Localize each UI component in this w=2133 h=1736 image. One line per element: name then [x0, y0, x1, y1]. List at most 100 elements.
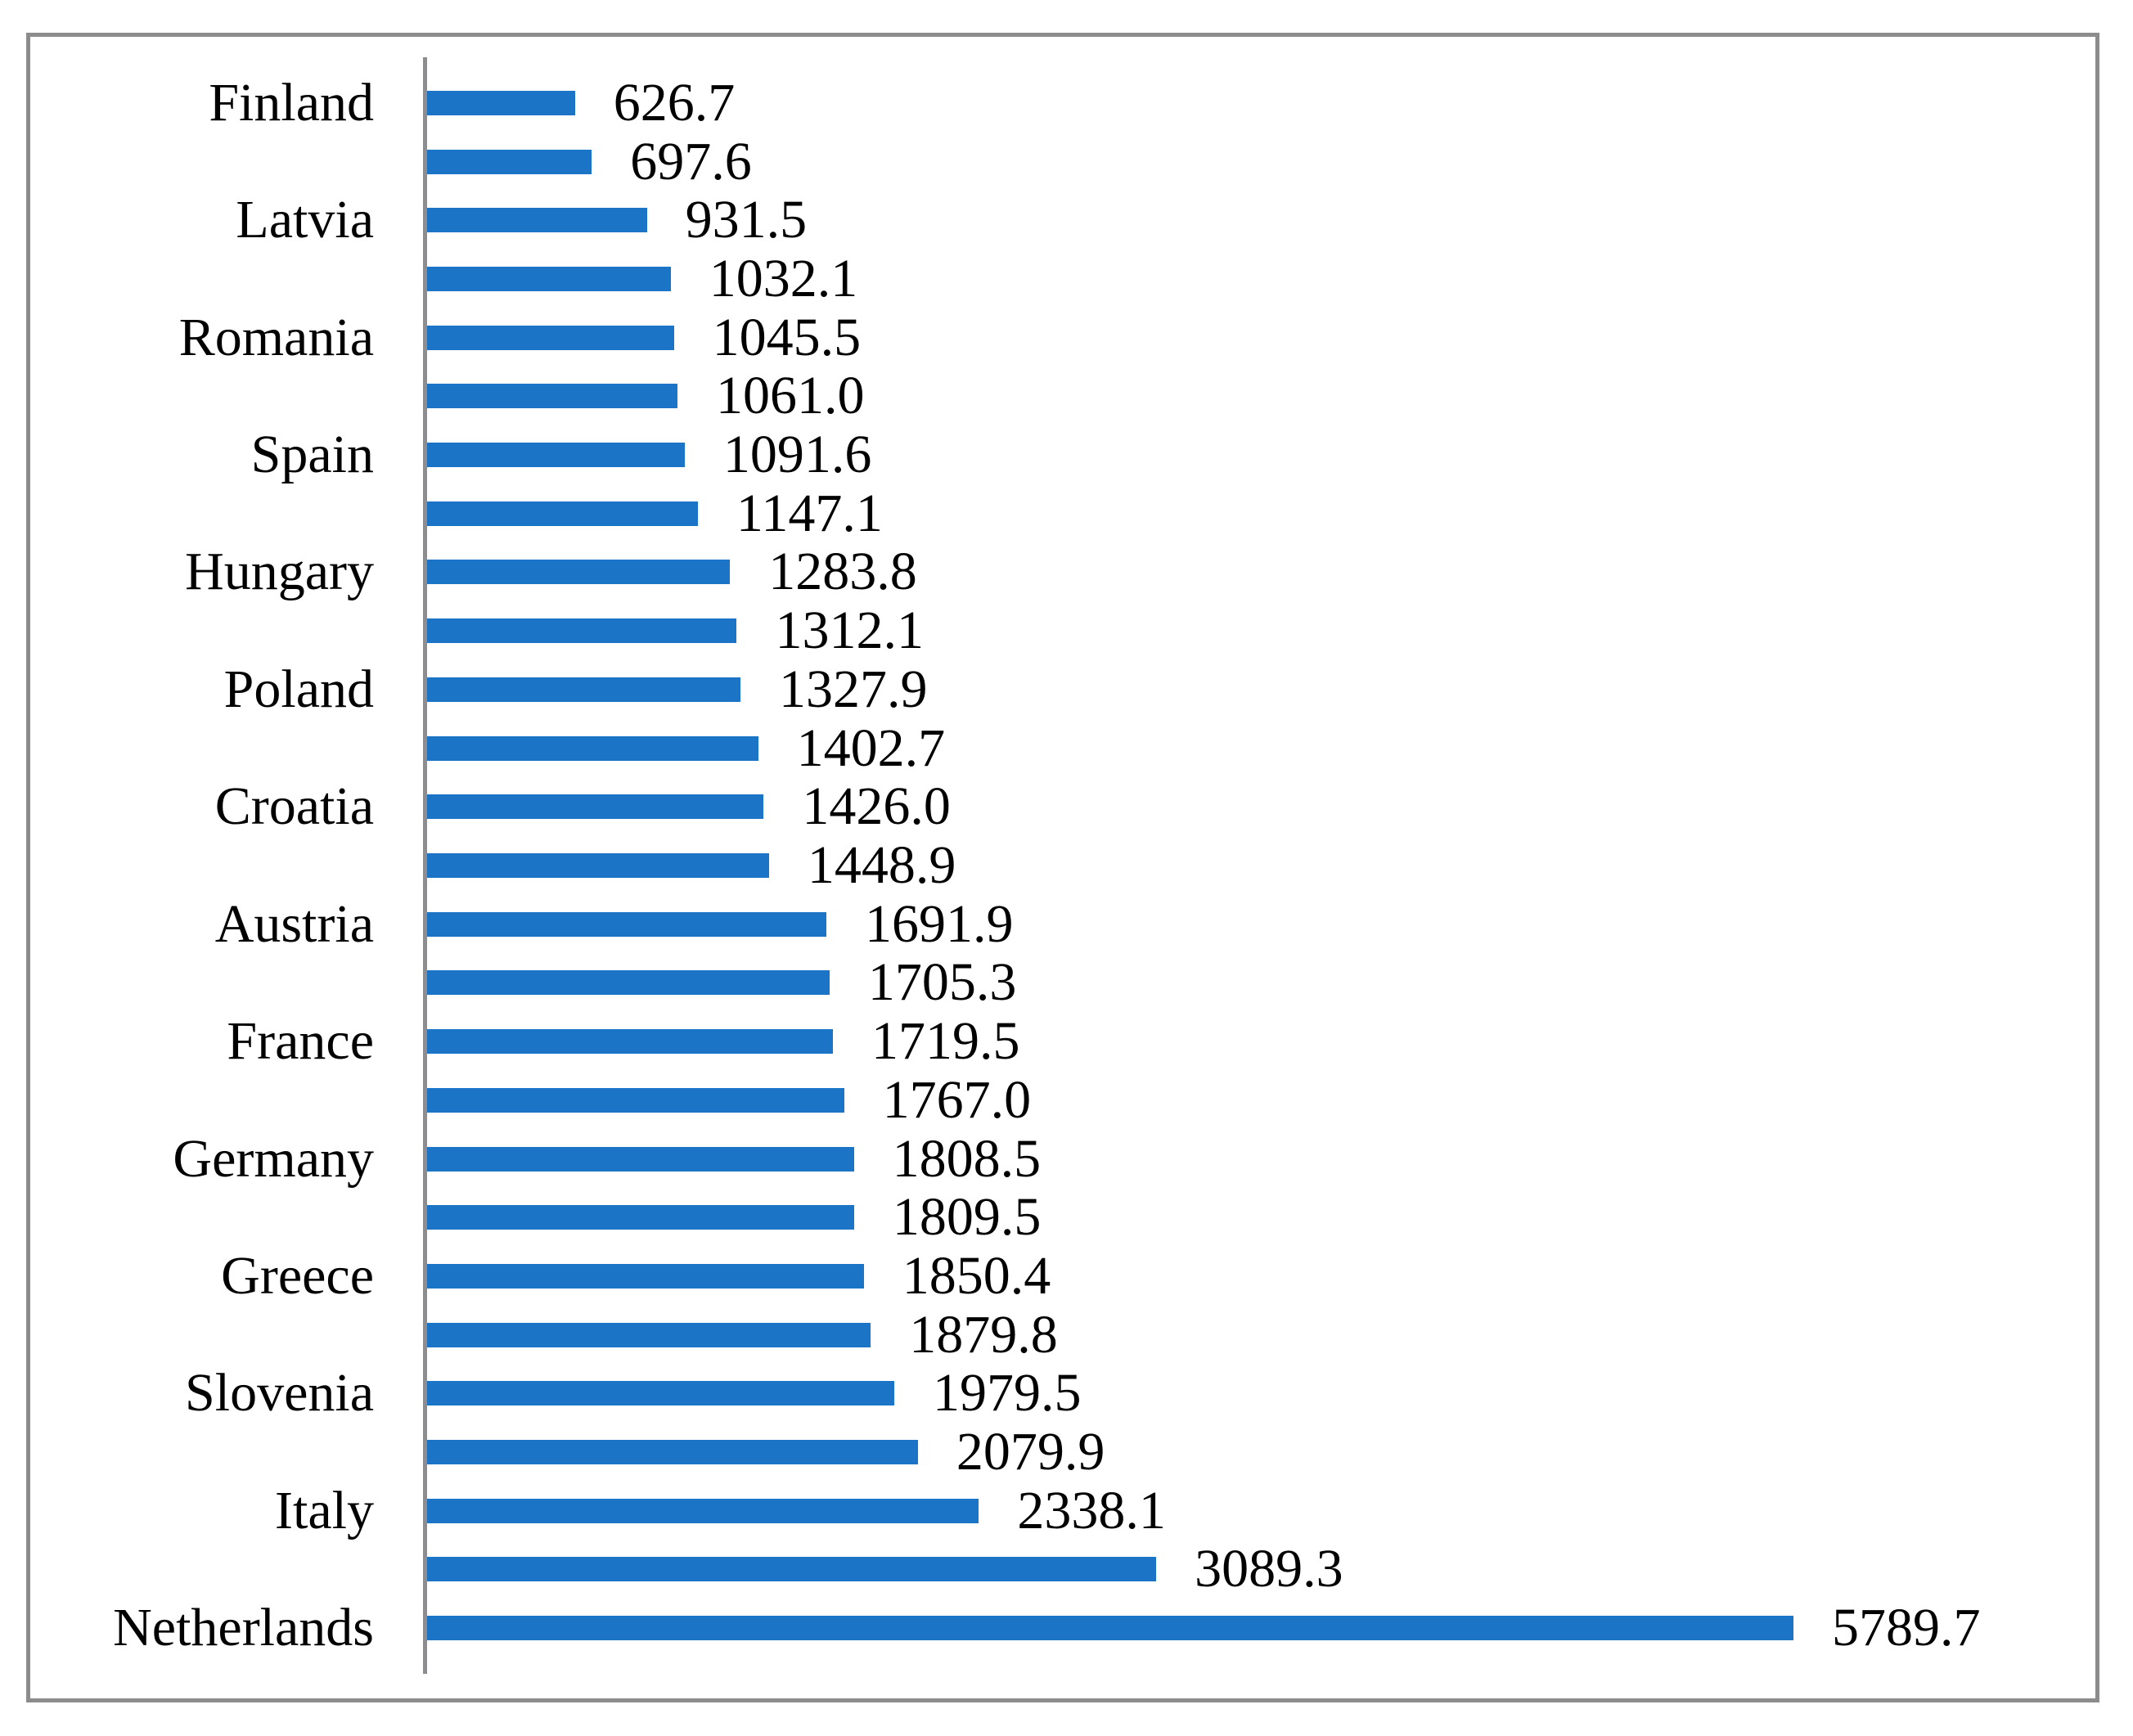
- bar: [427, 1557, 1157, 1582]
- bar: [427, 560, 731, 585]
- value-label: 1045.5: [712, 307, 862, 367]
- bar: [427, 501, 698, 526]
- category-label: Netherlands: [113, 1598, 374, 1658]
- value-label: 1979.5: [932, 1363, 1082, 1423]
- bar: [427, 90, 575, 115]
- bar-row: Germany 1808.5: [47, 1130, 2071, 1189]
- bar-row: Latvia 931.5: [47, 191, 2071, 250]
- bar-row: Spain 1091.6: [47, 425, 2071, 484]
- bar-row: Austria 1691.9: [47, 895, 2071, 954]
- bar: [427, 735, 758, 761]
- bar-track: 1327.9: [427, 660, 2071, 719]
- bar-row: Poland 1327.9: [47, 660, 2071, 719]
- bar: [427, 1440, 918, 1465]
- category-label: Greece: [221, 1245, 374, 1306]
- bar: [427, 970, 830, 996]
- bar-track: 1719.5: [427, 1012, 2071, 1071]
- bar-track: 1402.7: [427, 719, 2071, 778]
- category-label: Latvia: [236, 190, 374, 250]
- bar-track: 1808.5: [427, 1130, 2071, 1189]
- bar-row: Finland 626.7: [47, 74, 2071, 133]
- category-label: France: [227, 1011, 374, 1072]
- bar-row: 3089.3: [47, 1540, 2071, 1599]
- bar-row: 1312.1: [47, 601, 2071, 660]
- value-label: 1283.8: [768, 542, 917, 602]
- value-label: 1767.0: [882, 1069, 1032, 1130]
- bar-track: 5789.7: [427, 1599, 2071, 1657]
- bar: [427, 1205, 854, 1230]
- category-label: Germany: [173, 1128, 374, 1189]
- value-label: 1691.9: [865, 893, 1014, 954]
- bar-row: Croatia 1426.0: [47, 777, 2071, 836]
- bar-row: Italy 2338.1: [47, 1482, 2071, 1540]
- bar-row: Romania 1045.5: [47, 308, 2071, 367]
- value-label: 1061.0: [716, 366, 865, 426]
- bar-rows: Finland 626.7 697.6 Latvia 931.5 1032.1 Romani…: [47, 57, 2071, 1674]
- value-label: 5789.7: [1831, 1598, 1981, 1658]
- value-label: 1091.6: [722, 425, 872, 485]
- chart-frame: Finland 626.7 697.6 Latvia 931.5 1032.1 Romani…: [26, 33, 2099, 1702]
- bar-row: 1879.8: [47, 1306, 2071, 1365]
- category-label: Poland: [223, 659, 374, 719]
- bar-track: 1312.1: [427, 601, 2071, 660]
- value-label: 1808.5: [892, 1128, 1042, 1189]
- bar: [427, 208, 647, 233]
- value-label: 931.5: [685, 190, 808, 250]
- bar: [427, 1087, 844, 1113]
- bar-row: Greece 1850.4: [47, 1247, 2071, 1306]
- bar-track: 3089.3: [427, 1540, 2071, 1599]
- bar: [427, 384, 678, 409]
- bar: [427, 1029, 833, 1055]
- bar-track: 931.5: [427, 191, 2071, 250]
- bar-track: 1767.0: [427, 1071, 2071, 1130]
- value-label: 1705.3: [867, 952, 1017, 1013]
- value-label: 1032.1: [709, 248, 858, 308]
- category-label: Hungary: [185, 542, 374, 602]
- bar-track: 1045.5: [427, 308, 2071, 367]
- bar-row: 1402.7: [47, 719, 2071, 778]
- value-label: 1809.5: [892, 1187, 1042, 1248]
- value-label: 697.6: [630, 131, 752, 191]
- bar-row: Slovenia 1979.5: [47, 1364, 2071, 1423]
- bar-row: 1809.5: [47, 1188, 2071, 1247]
- value-label: 1879.8: [909, 1304, 1058, 1365]
- bar: [427, 149, 592, 174]
- bar: [427, 325, 674, 350]
- bar-track: 1705.3: [427, 954, 2071, 1013]
- bar: [427, 443, 685, 468]
- bar-track: 1809.5: [427, 1188, 2071, 1247]
- bar: [427, 1616, 1793, 1641]
- bar-track: 2338.1: [427, 1482, 2071, 1540]
- bar: [427, 618, 737, 644]
- value-label: 626.7: [613, 72, 736, 133]
- bar-track: 626.7: [427, 74, 2071, 133]
- bar-track: 1032.1: [427, 250, 2071, 308]
- value-label: 2338.1: [1017, 1480, 1166, 1540]
- category-label: Spain: [250, 425, 374, 485]
- bar-track: 1850.4: [427, 1247, 2071, 1306]
- category-label: Slovenia: [185, 1363, 374, 1423]
- bar: [427, 677, 741, 702]
- bar-row: 1061.0: [47, 367, 2071, 426]
- bar-row: Netherlands 5789.7: [47, 1599, 2071, 1657]
- bar: [427, 794, 764, 820]
- bar-row: 1705.3: [47, 954, 2071, 1013]
- bar-row: 1147.1: [47, 484, 2071, 543]
- bar: [427, 852, 769, 878]
- bar-track: 2079.9: [427, 1423, 2071, 1482]
- bar-track: 1448.9: [427, 836, 2071, 895]
- bar-track: 1147.1: [427, 484, 2071, 543]
- value-label: 2079.9: [956, 1422, 1105, 1482]
- bar-row: 1032.1: [47, 250, 2071, 308]
- category-label: Croatia: [214, 776, 374, 837]
- value-label: 1402.7: [796, 717, 946, 778]
- bar-row: 1448.9: [47, 836, 2071, 895]
- value-label: 1147.1: [736, 483, 883, 543]
- bar: [427, 266, 671, 291]
- bar-track: 1879.8: [427, 1306, 2071, 1365]
- bar-track: 1691.9: [427, 895, 2071, 954]
- bar-track: 1979.5: [427, 1364, 2071, 1423]
- chart-plot-area: Finland 626.7 697.6 Latvia 931.5 1032.1 Romani…: [47, 57, 2071, 1674]
- y-axis-line: [423, 57, 427, 1674]
- bar-row: France 1719.5: [47, 1012, 2071, 1071]
